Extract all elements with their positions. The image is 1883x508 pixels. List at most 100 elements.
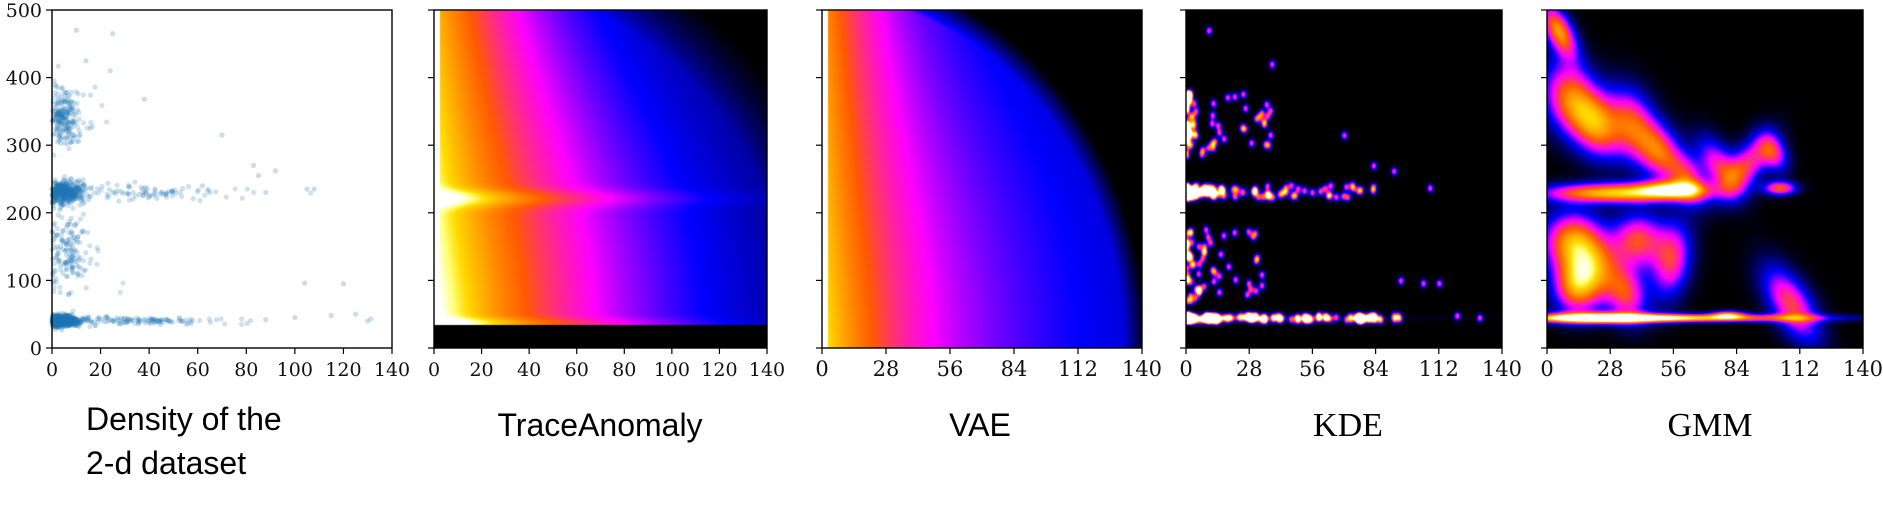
scatter-point xyxy=(81,199,87,205)
scatter-point xyxy=(304,186,310,192)
scatter-point xyxy=(106,317,112,324)
scatter-point xyxy=(67,318,73,324)
scatter-point xyxy=(69,186,76,192)
scatter-point xyxy=(77,202,83,208)
scatter-point xyxy=(65,320,71,327)
scatter-point xyxy=(63,128,69,134)
scatter-point xyxy=(91,319,97,325)
scatter-point xyxy=(74,183,80,190)
scatter-point xyxy=(70,104,76,110)
scatter-point xyxy=(63,112,69,118)
scatter-point xyxy=(79,228,85,234)
scatter-point xyxy=(58,318,64,325)
scatter-point xyxy=(59,321,65,327)
scatter-point xyxy=(75,322,81,328)
scatter-point xyxy=(57,322,63,328)
scatter-point xyxy=(53,83,59,89)
scatter-point xyxy=(65,101,71,107)
scatter-point xyxy=(57,314,63,320)
scatter-point xyxy=(67,320,73,326)
scatter-point xyxy=(125,191,131,197)
scatter-point xyxy=(80,316,86,322)
scatter-point xyxy=(69,191,75,197)
scatter-point xyxy=(57,318,63,325)
scatter-point xyxy=(152,316,158,322)
scatter-point xyxy=(57,321,63,327)
scatter-point xyxy=(139,189,146,195)
scatter-point xyxy=(62,117,69,123)
scatter-point xyxy=(157,319,163,325)
scatter-point xyxy=(66,322,72,329)
scatter-point xyxy=(69,192,75,198)
x-tick-label: 100 xyxy=(654,359,690,381)
scatter-point xyxy=(55,321,61,327)
scatter-point xyxy=(118,320,124,326)
scatter-point xyxy=(64,141,70,147)
scatter-point xyxy=(107,316,114,322)
scatter-point xyxy=(52,177,58,183)
scatter-point xyxy=(138,184,144,190)
scatter-point xyxy=(72,321,79,327)
scatter-point xyxy=(75,254,81,260)
scatter-point xyxy=(154,317,160,323)
scatter-point xyxy=(130,196,136,202)
scatter-point xyxy=(65,221,71,227)
scatter-point xyxy=(69,190,75,196)
scatter-point xyxy=(51,316,57,323)
scatter-point xyxy=(63,318,69,324)
scatter-point xyxy=(57,205,63,211)
scatter-point xyxy=(59,191,65,197)
scatter-point xyxy=(55,319,61,326)
scatter-point xyxy=(120,319,127,325)
scatter-point xyxy=(77,255,83,261)
scatter-point xyxy=(55,322,62,328)
scatter-point xyxy=(67,315,73,322)
scatter-point xyxy=(55,317,61,323)
scatter-point xyxy=(61,319,67,325)
scatter-point xyxy=(195,187,202,193)
scatter-point xyxy=(56,197,63,204)
scatter-point xyxy=(56,184,62,190)
scatter-point xyxy=(73,188,79,194)
scatter-point xyxy=(51,319,57,325)
scatter-point xyxy=(69,321,76,327)
scatter-point xyxy=(73,317,79,323)
scatter-point xyxy=(69,193,75,199)
scatter-point xyxy=(52,319,58,325)
scatter-point xyxy=(239,321,245,328)
scatter-point xyxy=(56,319,62,325)
scatter-point xyxy=(75,271,82,277)
scatter-point xyxy=(62,315,68,321)
scatter-point xyxy=(55,320,61,326)
scatter-point xyxy=(73,89,79,95)
scatter-point xyxy=(63,312,69,318)
y-tick-label: 200 xyxy=(6,203,42,225)
scatter-point xyxy=(68,189,75,195)
scatter-point xyxy=(59,319,65,326)
scatter-point xyxy=(63,185,69,192)
scatter-point xyxy=(53,275,59,282)
scatter-point xyxy=(67,319,74,325)
scatter-point xyxy=(70,315,77,321)
scatter-point xyxy=(140,192,146,198)
scatter-point xyxy=(68,176,74,182)
scatter-point xyxy=(65,322,71,328)
scatter-point xyxy=(53,187,59,193)
scatter-point xyxy=(111,319,117,325)
scatter-point xyxy=(301,280,308,286)
scatter-point xyxy=(60,198,66,204)
scatter-point xyxy=(60,187,66,193)
scatter-point xyxy=(74,316,80,322)
scatter-point xyxy=(62,319,68,325)
scatter-point xyxy=(76,128,82,134)
scatter-point xyxy=(58,320,64,326)
scatter-point xyxy=(58,194,65,200)
scatter-point xyxy=(68,320,74,326)
scatter-point xyxy=(72,256,78,262)
scatter-point xyxy=(74,220,80,227)
scatter-point xyxy=(125,182,132,189)
scatter-point xyxy=(61,197,67,203)
scatter-point xyxy=(64,316,70,322)
scatter-point xyxy=(66,187,73,194)
scatter-point xyxy=(66,110,72,117)
